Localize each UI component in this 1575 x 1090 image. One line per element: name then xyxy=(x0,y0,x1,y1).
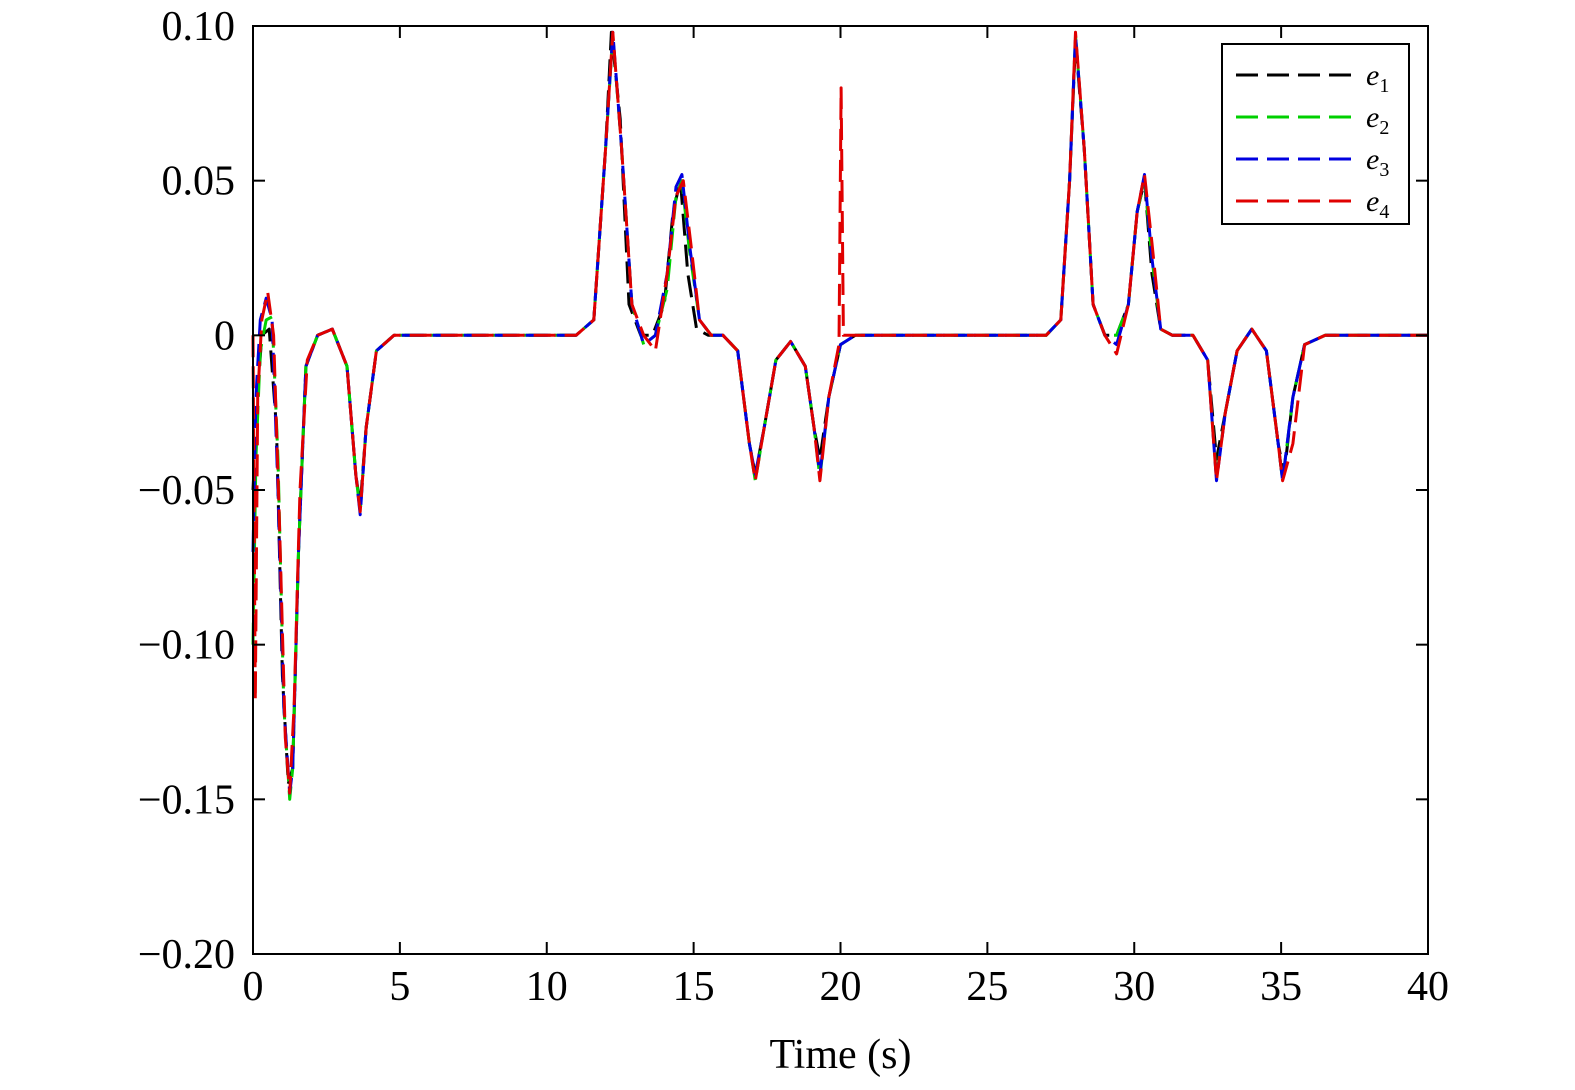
legend-label-e1: e1 xyxy=(1366,59,1389,97)
x-tick-label: 5 xyxy=(389,964,410,1010)
x-tick-label: 15 xyxy=(673,964,715,1010)
x-tick-label: 10 xyxy=(526,964,568,1010)
ticks-layer: 0 5 10 15 20 25 30 35 40 −0.20 −0.15 −0.10 −0.05 0 0.0… xyxy=(138,4,1449,1010)
series-line-e4 xyxy=(251,30,1428,795)
x-tick-label: 35 xyxy=(1260,964,1302,1010)
y-tick-label: 0.10 xyxy=(162,4,236,50)
x-axis-label: Time (s) xyxy=(770,1032,912,1078)
x-tick-label: 0 xyxy=(243,964,264,1010)
series-layer xyxy=(251,30,1428,801)
y-tick-label: 0 xyxy=(214,313,235,359)
y-tick-label: −0.15 xyxy=(138,777,235,823)
legend-label-e2: e2 xyxy=(1366,101,1389,139)
x-tick-label: 30 xyxy=(1113,964,1155,1010)
y-tick-label: −0.20 xyxy=(138,932,235,978)
legend-label-e4: e4 xyxy=(1366,185,1389,223)
legend-label-e3: e3 xyxy=(1366,143,1389,181)
y-tick-label: −0.10 xyxy=(138,623,235,669)
x-tick-label: 20 xyxy=(820,964,862,1010)
x-tick-label: 25 xyxy=(966,964,1008,1010)
x-tick-label: 40 xyxy=(1407,964,1449,1010)
y-tick-label: −0.05 xyxy=(138,468,235,514)
y-tick-label: 0.05 xyxy=(162,159,236,205)
legend: e1 e2 e3 e4 xyxy=(1221,43,1410,225)
